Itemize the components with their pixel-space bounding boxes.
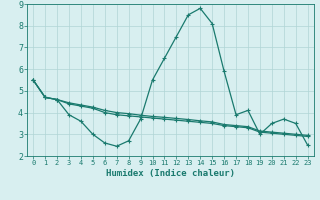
X-axis label: Humidex (Indice chaleur): Humidex (Indice chaleur) — [106, 169, 235, 178]
